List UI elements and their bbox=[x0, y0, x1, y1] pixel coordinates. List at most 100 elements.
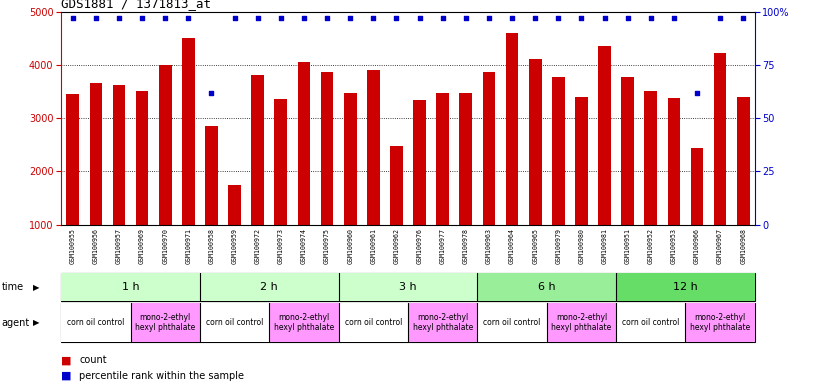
Bar bbox=[90, 83, 102, 278]
Bar bbox=[685, 303, 755, 342]
Bar bbox=[482, 72, 495, 278]
Point bbox=[644, 15, 657, 21]
Text: 2 h: 2 h bbox=[260, 282, 278, 292]
Text: ■: ■ bbox=[61, 371, 72, 381]
Point bbox=[737, 15, 750, 21]
Text: corn oil control: corn oil control bbox=[622, 318, 680, 327]
Text: corn oil control: corn oil control bbox=[344, 318, 402, 327]
Bar bbox=[135, 91, 149, 278]
Bar bbox=[367, 70, 379, 278]
Point bbox=[690, 89, 703, 96]
Text: GSM100971: GSM100971 bbox=[185, 228, 192, 264]
Text: GSM100960: GSM100960 bbox=[347, 228, 353, 264]
Point bbox=[158, 15, 171, 21]
Point bbox=[297, 15, 310, 21]
Text: GSM100966: GSM100966 bbox=[694, 228, 700, 264]
Bar bbox=[66, 94, 79, 278]
Bar bbox=[408, 303, 477, 342]
Bar bbox=[737, 97, 750, 278]
Text: 3 h: 3 h bbox=[399, 282, 417, 292]
Bar bbox=[344, 93, 357, 278]
Text: ▶: ▶ bbox=[33, 318, 39, 327]
Text: GSM100967: GSM100967 bbox=[717, 228, 723, 264]
Bar bbox=[339, 273, 477, 301]
Point bbox=[482, 15, 495, 21]
Bar bbox=[529, 59, 542, 278]
Point bbox=[552, 15, 565, 21]
Text: GSM100976: GSM100976 bbox=[416, 228, 423, 264]
Bar bbox=[477, 273, 616, 301]
Text: count: count bbox=[79, 355, 107, 365]
Text: GSM100959: GSM100959 bbox=[232, 228, 237, 264]
Bar bbox=[159, 65, 171, 278]
Text: percentile rank within the sample: percentile rank within the sample bbox=[79, 371, 244, 381]
Text: GSM100969: GSM100969 bbox=[139, 228, 145, 264]
Bar bbox=[228, 185, 241, 278]
Text: GSM100962: GSM100962 bbox=[393, 228, 400, 264]
Bar bbox=[477, 303, 547, 342]
Bar bbox=[182, 38, 195, 278]
Point bbox=[574, 15, 588, 21]
Point bbox=[205, 89, 218, 96]
Point bbox=[113, 15, 126, 21]
Bar bbox=[339, 303, 408, 342]
Point bbox=[321, 15, 334, 21]
Bar bbox=[269, 303, 339, 342]
Text: GSM100964: GSM100964 bbox=[509, 228, 515, 264]
Bar bbox=[61, 303, 131, 342]
Bar bbox=[274, 99, 287, 278]
Point bbox=[436, 15, 449, 21]
Text: GSM100981: GSM100981 bbox=[601, 228, 608, 264]
Bar bbox=[413, 101, 426, 278]
Text: mono-2-ethyl
hexyl phthalate: mono-2-ethyl hexyl phthalate bbox=[552, 313, 611, 332]
Text: GSM100951: GSM100951 bbox=[624, 228, 631, 264]
Text: GSM100977: GSM100977 bbox=[440, 228, 446, 264]
Text: agent: agent bbox=[2, 318, 30, 328]
Point bbox=[251, 15, 264, 21]
Text: time: time bbox=[2, 282, 24, 292]
Bar bbox=[321, 72, 334, 278]
Text: 1 h: 1 h bbox=[122, 282, 140, 292]
Point bbox=[344, 15, 357, 21]
Bar bbox=[621, 76, 634, 278]
Bar bbox=[575, 97, 588, 278]
Text: ▶: ▶ bbox=[33, 283, 39, 291]
Bar bbox=[390, 146, 403, 278]
Point bbox=[621, 15, 634, 21]
Bar bbox=[113, 85, 126, 278]
Bar bbox=[547, 303, 616, 342]
Text: GSM100974: GSM100974 bbox=[301, 228, 307, 264]
Point bbox=[228, 15, 242, 21]
Point bbox=[182, 15, 195, 21]
Bar bbox=[437, 93, 449, 278]
Text: corn oil control: corn oil control bbox=[67, 318, 125, 327]
Bar bbox=[690, 149, 703, 278]
Point bbox=[667, 15, 681, 21]
Bar bbox=[205, 126, 218, 278]
Point bbox=[135, 15, 149, 21]
Bar bbox=[506, 33, 518, 278]
Bar bbox=[598, 46, 611, 278]
Bar bbox=[667, 98, 681, 278]
Bar bbox=[298, 62, 310, 278]
Bar bbox=[714, 53, 726, 278]
Text: mono-2-ethyl
hexyl phthalate: mono-2-ethyl hexyl phthalate bbox=[135, 313, 195, 332]
Bar bbox=[616, 273, 755, 301]
Bar bbox=[61, 273, 200, 301]
Text: GSM100968: GSM100968 bbox=[740, 228, 747, 264]
Text: ■: ■ bbox=[61, 355, 72, 365]
Point bbox=[390, 15, 403, 21]
Text: 6 h: 6 h bbox=[538, 282, 556, 292]
Text: GSM100978: GSM100978 bbox=[463, 228, 469, 264]
Point bbox=[505, 15, 519, 21]
Bar bbox=[200, 303, 269, 342]
Point bbox=[66, 15, 79, 21]
Text: GSM100970: GSM100970 bbox=[162, 228, 168, 264]
Text: GSM100963: GSM100963 bbox=[486, 228, 492, 264]
Text: GSM100961: GSM100961 bbox=[370, 228, 376, 264]
Text: mono-2-ethyl
hexyl phthalate: mono-2-ethyl hexyl phthalate bbox=[274, 313, 334, 332]
Bar bbox=[645, 91, 657, 278]
Bar bbox=[616, 303, 685, 342]
Point bbox=[598, 15, 611, 21]
Point bbox=[713, 15, 726, 21]
